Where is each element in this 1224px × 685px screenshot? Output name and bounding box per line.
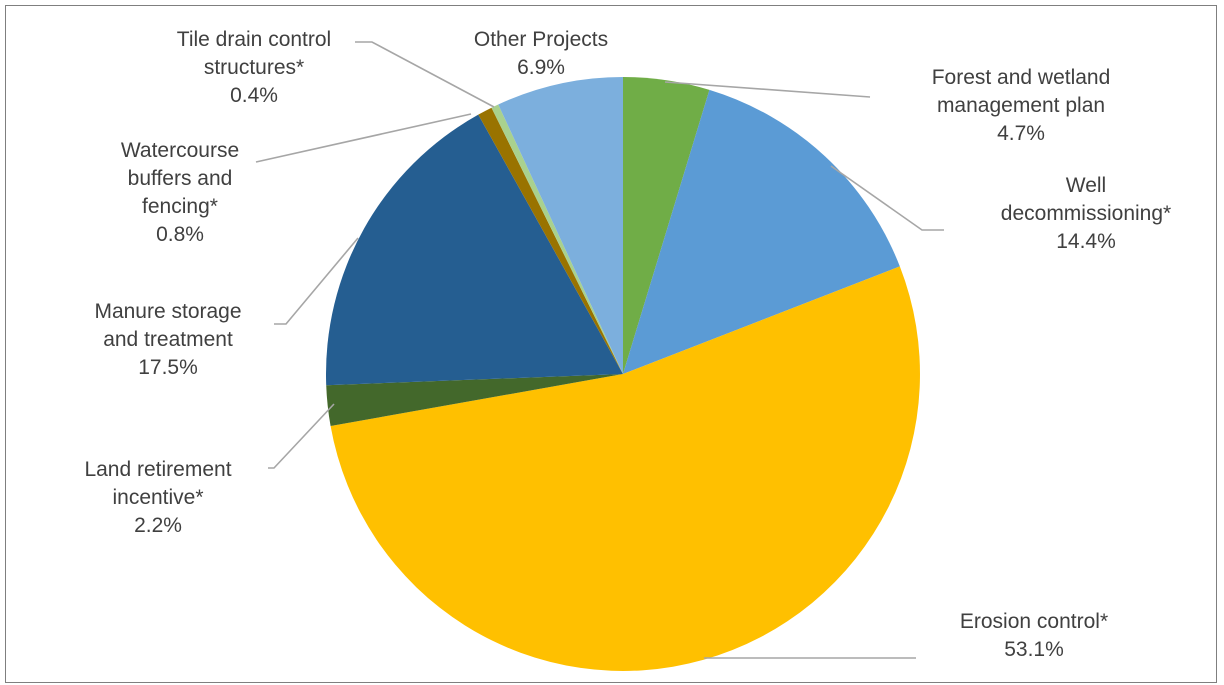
chart-frame: Forest and wetland management plan 4.7% Wel… [5, 5, 1217, 683]
pie-chart: Forest and wetland management plan 4.7% Wel… [84, 28, 1171, 671]
data-label-category: incentive* [112, 486, 203, 509]
data-label-value: 53.1% [1004, 638, 1064, 661]
data-label-value: 0.8% [156, 223, 204, 246]
pie-slice-watercourse-buffers-and-fencing [478, 107, 623, 374]
data-label-category: buffers and [128, 167, 233, 190]
data-label-category: Tile drain control [177, 28, 331, 51]
data-label-manure-storage-and-treatment: Manure storage and treatment 17.5% [94, 300, 241, 379]
leader-line-well-decommissioning [830, 165, 944, 231]
data-label-category: and treatment [103, 328, 233, 351]
pie-slice-forest-and-wetland-management-plan [623, 77, 710, 374]
data-label-value: 0.4% [230, 84, 278, 107]
data-label-forest-and-wetland-management-plan: Forest and wetland management plan 4.7% [932, 66, 1111, 145]
data-label-category: Erosion control* [960, 610, 1108, 633]
data-label-value: 14.4% [1056, 230, 1116, 253]
data-label-erosion-control: Erosion control* 53.1% [960, 610, 1108, 661]
data-label-well-decommissioning: Well decommissioning* 14.4% [1001, 174, 1171, 253]
pie-slice-other-projects [498, 77, 623, 374]
data-label-category: Forest and wetland [932, 66, 1111, 89]
leader-lines [255, 41, 944, 659]
data-label-value: 2.2% [134, 514, 182, 537]
pie-slice-tile-drain-control-structures [491, 104, 623, 374]
data-label-watercourse-buffers-and-fencing: Watercourse buffers and fencing* 0.8% [121, 139, 239, 246]
leader-line-forest-and-wetland-management-plan [664, 81, 871, 98]
data-label-category: Land retirement [84, 458, 231, 481]
leader-line-watercourse-buffers-and-fencing [255, 113, 472, 163]
data-label-category: fencing* [142, 195, 218, 218]
data-label-value: 4.7% [997, 122, 1045, 145]
data-label-category: management plan [937, 94, 1105, 117]
data-label-land-retirement-incentive: Land retirement incentive* 2.2% [84, 458, 231, 537]
leader-line-land-retirement-incentive [268, 403, 335, 469]
pie-slice-land-retirement-incentive [326, 374, 623, 426]
data-label-category: Watercourse [121, 139, 239, 162]
data-label-other-projects: Other Projects 6.9% [474, 28, 608, 79]
leader-line-tile-drain-control-structures [355, 41, 495, 108]
data-label-category: structures* [204, 56, 304, 79]
data-label-category: Other Projects [474, 28, 608, 51]
pie-slices [325, 77, 920, 671]
data-label-category: Well [1066, 174, 1106, 197]
pie-slice-erosion-control [330, 266, 920, 671]
data-label-value: 17.5% [138, 356, 198, 379]
data-labels: Forest and wetland management plan 4.7% Wel… [84, 28, 1171, 661]
pie-slice-well-decommissioning [623, 89, 900, 375]
data-label-category: Manure storage [94, 300, 241, 323]
leader-line-manure-storage-and-treatment [274, 237, 359, 325]
data-label-category: decommissioning* [1001, 202, 1171, 225]
data-label-tile-drain-control-structures: Tile drain control structures* 0.4% [177, 28, 331, 107]
data-label-value: 6.9% [517, 56, 565, 79]
pie-slice-manure-storage-and-treatment [325, 114, 623, 386]
